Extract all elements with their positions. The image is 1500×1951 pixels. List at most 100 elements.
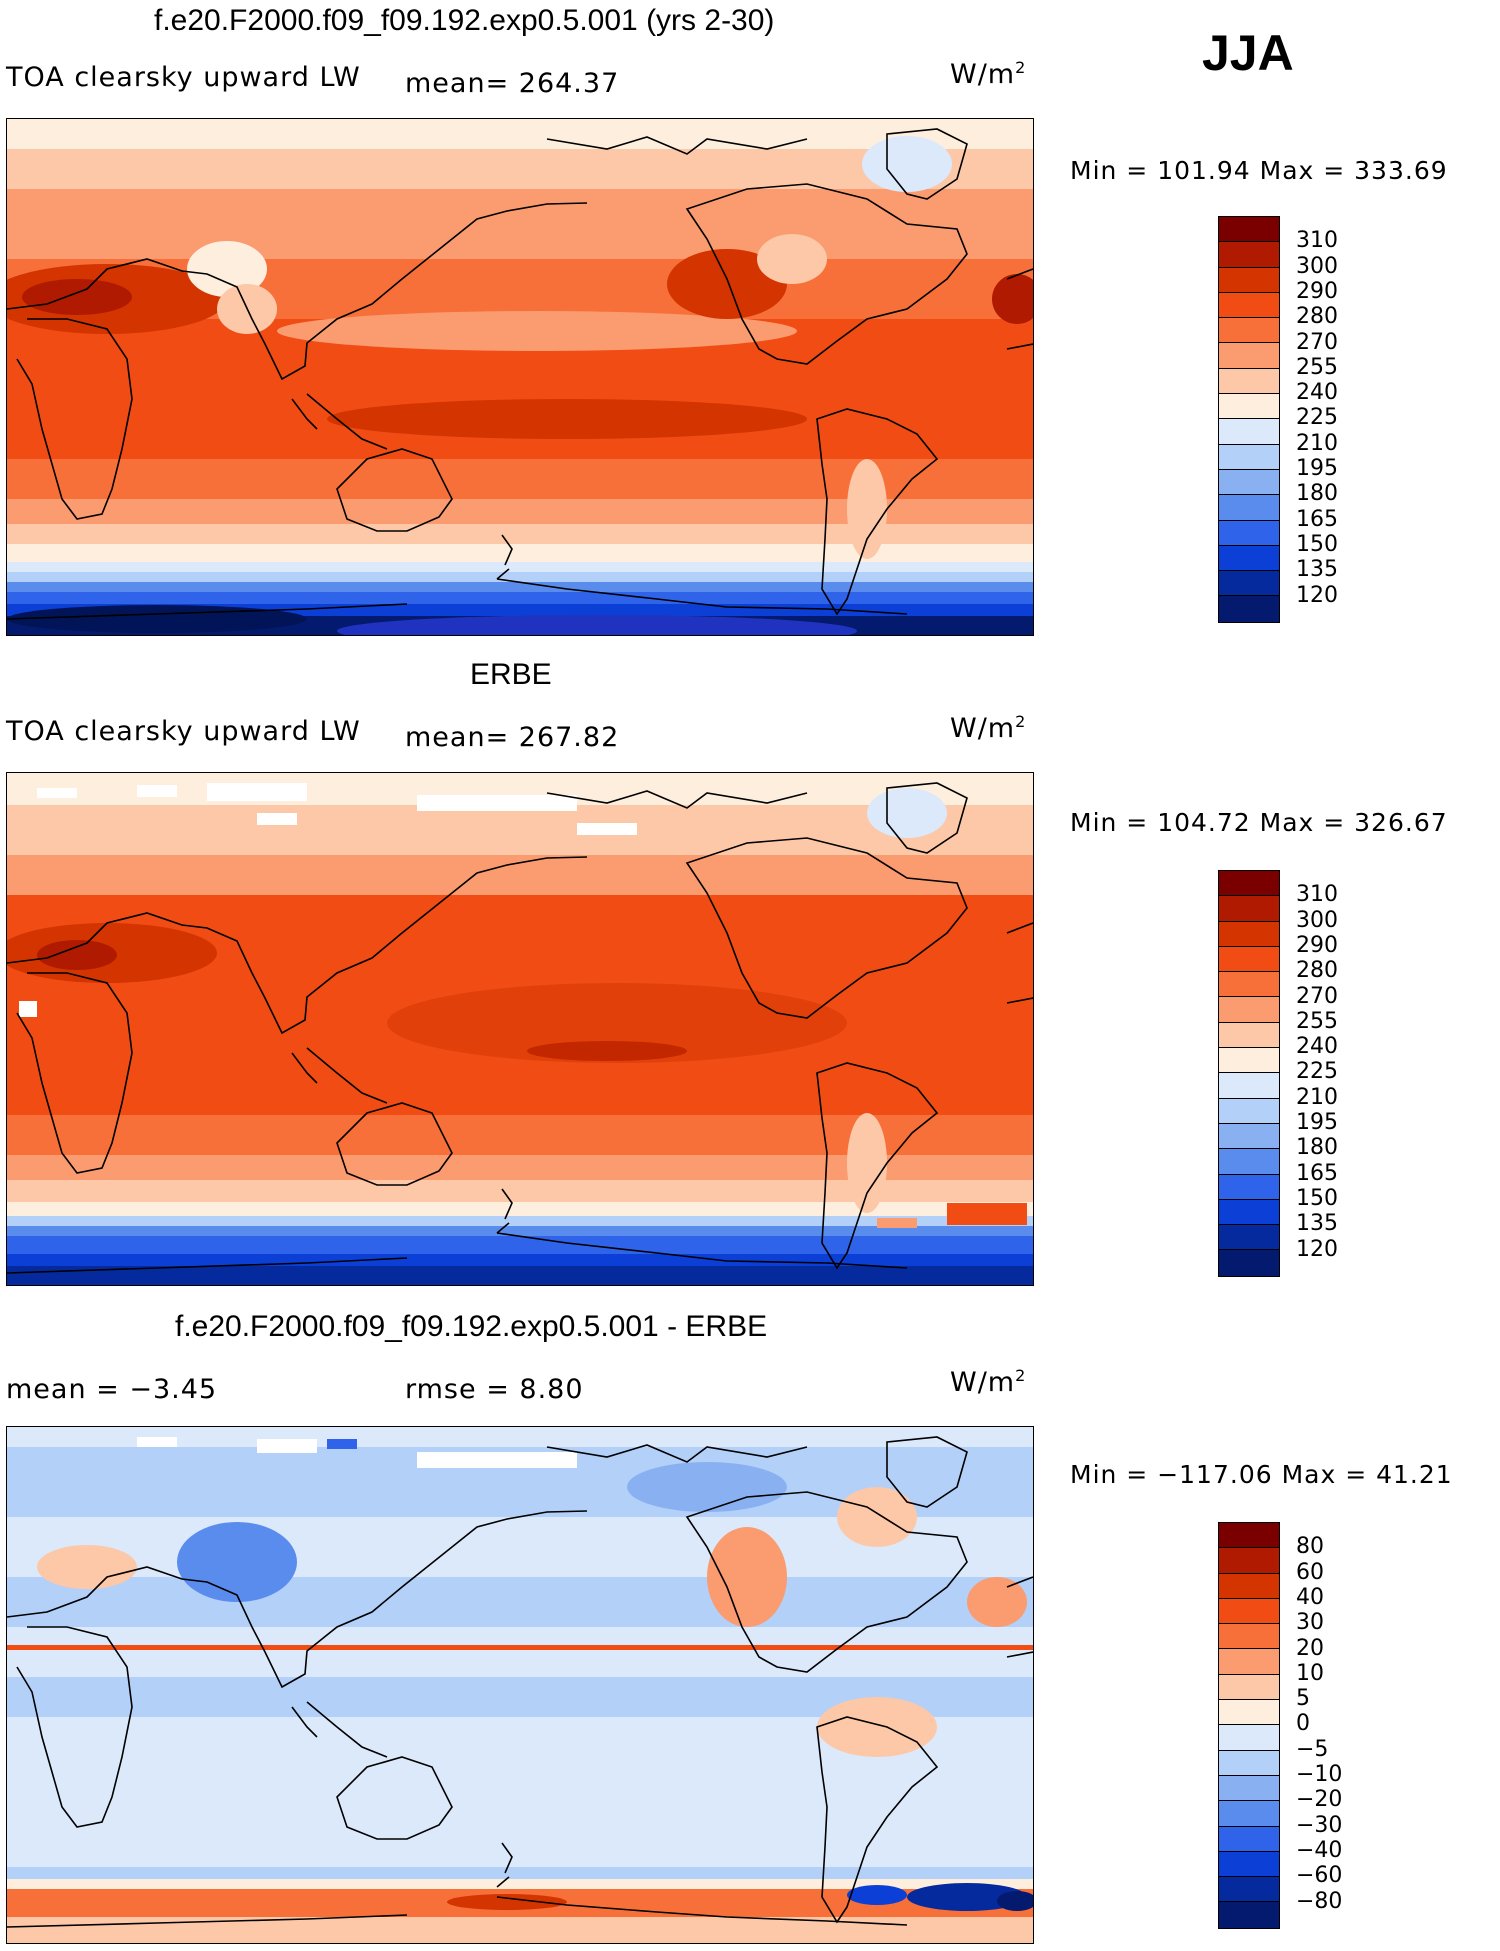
colorbar-tick-label: 310 (1296, 228, 1338, 254)
colorbar-swatch (1219, 1098, 1279, 1124)
map-obs-svg (7, 773, 1033, 1285)
colorbar-tick-label: 80 (1296, 1534, 1324, 1560)
colorbar-tick-label: −10 (1296, 1762, 1343, 1787)
colorbar-swatch (1219, 1523, 1279, 1549)
colorbar-swatch (1219, 871, 1279, 897)
colorbar-swatch (1219, 394, 1279, 420)
colorbar-swatch (1219, 1199, 1279, 1226)
colorbar-swatch (1219, 469, 1279, 496)
colorbar-swatch (1219, 1250, 1279, 1276)
variable-label: TOA clearsky upward LW (6, 62, 361, 93)
field-bands (7, 1427, 1033, 1943)
colorbar-swatch (1219, 545, 1279, 572)
colorbar-tick-label: 280 (1296, 958, 1338, 984)
rmse-label: rmse = 8.80 (405, 1374, 584, 1405)
colorbar-swatch (1219, 217, 1279, 243)
colorbar-tick-label: 195 (1296, 1110, 1338, 1135)
units-label: W/m2 (950, 712, 1027, 744)
colorbar-tick-label: 300 (1296, 907, 1338, 933)
colorbar-swatch (1219, 318, 1279, 344)
colorbar-swatch (1219, 1902, 1279, 1928)
colorbar-tick-label: 165 (1296, 1160, 1338, 1186)
colorbar-swatch (1219, 1851, 1279, 1878)
colorbar-swatch (1219, 571, 1279, 597)
colorbar-tick-label: 225 (1296, 1059, 1338, 1085)
colorbar-tick-label: 210 (1296, 1084, 1338, 1110)
colorbar-swatch (1219, 1174, 1279, 1200)
variable-label: TOA clearsky upward LW (6, 716, 361, 747)
colorbar-swatch (1219, 1826, 1279, 1852)
map-obs (6, 772, 1034, 1286)
colorbar-swatch (1219, 368, 1279, 395)
field-features (7, 783, 1027, 1228)
colorbar-tick-label: 210 (1296, 430, 1338, 456)
colorbar-swatch (1219, 1548, 1279, 1574)
colorbar-tick-label: −60 (1296, 1863, 1343, 1889)
colorbar-swatch (1219, 1700, 1279, 1726)
colorbar-swatch (1219, 1725, 1279, 1751)
colorbar-tick-label: −80 (1296, 1888, 1343, 1914)
colorbar-swatch (1219, 419, 1279, 445)
map-model (6, 118, 1034, 636)
colorbar-swatch (1219, 921, 1279, 947)
colorbar-tick-label: 5 (1296, 1686, 1310, 1712)
panel-title: f.e20.F2000.f09_f09.192.exp0.5.001 - ERB… (175, 1310, 768, 1343)
units-label: W/m2 (950, 1366, 1027, 1398)
mean-label: mean = −3.45 (6, 1374, 218, 1405)
colorbar-tick-label: 255 (1296, 1008, 1338, 1034)
colorbar-tick-label: 225 (1296, 405, 1338, 431)
colorbar-swatches (1218, 216, 1280, 623)
colorbar-tick-label: −40 (1296, 1837, 1343, 1863)
colorbar-tick-label: 10 (1296, 1660, 1324, 1686)
colorbar-tick-label: 290 (1296, 278, 1338, 304)
colorbar-swatch (1219, 1149, 1279, 1175)
colorbar-tick-label: 255 (1296, 354, 1338, 380)
colorbar-swatch (1219, 1048, 1279, 1074)
colorbar-swatch (1219, 1801, 1279, 1827)
map-model-svg (7, 119, 1033, 635)
colorbar-swatch (1219, 1022, 1279, 1049)
colorbar-tick-label: 290 (1296, 932, 1338, 958)
mean-label: mean= 264.37 (405, 68, 620, 99)
panel-title: ERBE (470, 658, 552, 691)
colorbar-swatch (1219, 1877, 1279, 1903)
colorbar-tick-label: 195 (1296, 456, 1338, 481)
colorbar-swatch (1219, 242, 1279, 268)
minmax-label: Min = 104.72 Max = 326.67 (1070, 808, 1448, 837)
season-label: JJA (1202, 25, 1294, 81)
colorbar-swatches (1218, 1522, 1280, 1929)
colorbar-tick-label: 165 (1296, 506, 1338, 532)
colorbar-tick-label: 120 (1296, 582, 1338, 608)
colorbar-swatch (1219, 972, 1279, 998)
colorbar-swatch (1219, 896, 1279, 922)
colorbar-tick-label: 0 (1296, 1711, 1310, 1737)
colorbar-tick-label: 20 (1296, 1635, 1324, 1661)
colorbar-tick-label: 150 (1296, 531, 1338, 557)
colorbar-swatch (1219, 1598, 1279, 1625)
map-diff-svg (7, 1427, 1033, 1943)
minmax-label: Min = −117.06 Max = 41.21 (1070, 1460, 1453, 1489)
colorbar-tick-label: 240 (1296, 380, 1338, 406)
coastlines (7, 1436, 1033, 1928)
colorbar-swatch (1219, 1750, 1279, 1776)
mean-label: mean= 267.82 (405, 722, 620, 753)
field-features (7, 1437, 1033, 1911)
colorbar-swatch (1219, 343, 1279, 369)
colorbar-tick-label: −20 (1296, 1787, 1343, 1813)
colorbar-tick-label: 270 (1296, 983, 1338, 1009)
colorbar-swatch (1219, 1123, 1279, 1150)
colorbar-tick-label: 180 (1296, 1135, 1338, 1161)
colorbar-tick-label: 60 (1296, 1559, 1324, 1585)
colorbar-swatch (1219, 1624, 1279, 1650)
map-diff (6, 1426, 1034, 1944)
colorbar-tick-label: 180 (1296, 481, 1338, 507)
colorbar-tick-label: 280 (1296, 304, 1338, 330)
colorbar-swatch (1219, 946, 1279, 973)
field-features (7, 136, 1033, 635)
colorbar-swatch (1219, 1225, 1279, 1251)
panel-title: f.e20.F2000.f09_f09.192.exp0.5.001 (yrs … (154, 4, 775, 37)
coastlines (7, 782, 1033, 1274)
colorbar-tick-label: 240 (1296, 1034, 1338, 1060)
colorbar-tick-label: 135 (1296, 1211, 1338, 1237)
colorbar-swatch (1219, 997, 1279, 1023)
